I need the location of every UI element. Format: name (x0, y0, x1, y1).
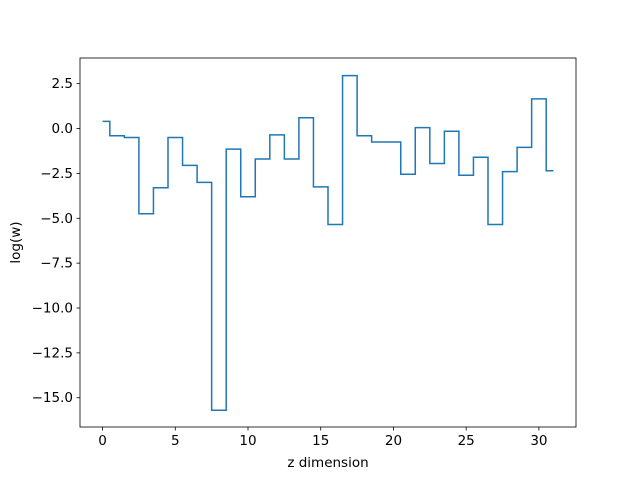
x-tick-label: 15 (312, 433, 329, 449)
y-tick-label: −2.5 (40, 166, 73, 182)
y-axis: 2.5 0.0 −2.5 −5.0 −7.5 −10.0 −12.5 −15.0 (32, 76, 80, 406)
x-tick-label: 10 (239, 433, 256, 449)
plot-frame (79, 57, 577, 428)
x-axis-label: z dimension (287, 455, 368, 471)
x-tick-label: 5 (171, 433, 180, 449)
x-tick-label: 30 (530, 433, 547, 449)
x-axis: 0 5 10 15 20 25 30 (98, 427, 548, 449)
y-tick-label: −15.0 (32, 390, 73, 406)
y-tick-label: 2.5 (52, 76, 73, 92)
series-line (102, 74, 554, 412)
x-tick-label: 0 (98, 433, 107, 449)
x-tick-label: 20 (385, 433, 402, 449)
x-tick-label: 25 (458, 433, 475, 449)
y-tick-label: −10.0 (32, 301, 73, 317)
plot-area (80, 58, 576, 427)
y-axis-label: log(w) (8, 221, 24, 263)
y-tick-label: −7.5 (40, 256, 73, 272)
y-tick-label: −5.0 (40, 211, 73, 227)
y-tick-label: 0.0 (52, 121, 73, 137)
y-tick-label: −12.5 (32, 345, 73, 361)
